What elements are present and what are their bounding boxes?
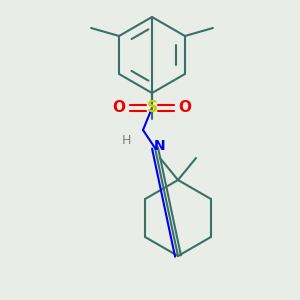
Text: H: H bbox=[121, 134, 131, 146]
Text: S: S bbox=[146, 100, 158, 116]
Text: O: O bbox=[178, 100, 191, 116]
Text: O: O bbox=[112, 100, 125, 116]
Text: N: N bbox=[154, 139, 166, 153]
